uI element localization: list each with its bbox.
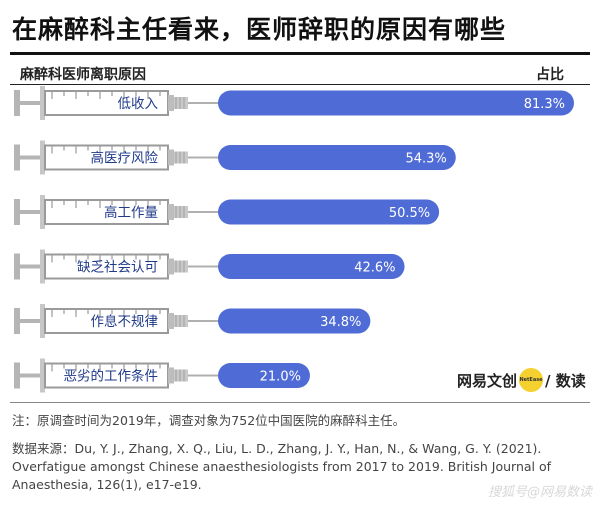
footer-divider — [10, 402, 590, 403]
value-column-header: 占比 — [536, 67, 564, 83]
category-label: 低收入 — [118, 96, 159, 112]
syringe-flange — [40, 86, 45, 120]
title-underline — [10, 52, 590, 55]
syringe-flange — [40, 249, 45, 284]
syringe-hub — [168, 95, 174, 111]
syringe-plunger-rod — [20, 210, 40, 214]
category-label: 高工作量 — [104, 204, 158, 221]
syringe-hub — [168, 204, 174, 220]
bar — [218, 363, 310, 388]
value-label: 50.5% — [389, 206, 430, 221]
value-label: 21.0% — [260, 370, 301, 385]
brand-logo: 网易文创 NetEase / 数读 — [457, 368, 586, 392]
syringe-flange — [40, 304, 45, 338]
syringe-hub — [168, 149, 174, 166]
syringe-plunger-handle — [14, 362, 20, 389]
syringe-plunger-handle — [14, 253, 20, 280]
footnote: 注：原调查时间为2019年，调查对象为752位中国医院的麻醉科主任。 — [12, 413, 406, 428]
watermark: 搜狐号@网易数读 — [487, 485, 592, 500]
bar — [218, 145, 456, 170]
syringe-plunger-rod — [20, 155, 40, 160]
value-label: 42.6% — [354, 261, 395, 276]
brand-badge: NetEase — [519, 368, 544, 392]
brand-name: 网易文创 — [457, 371, 518, 390]
category-label: 缺乏社会认可 — [77, 260, 158, 276]
syringe-flange — [40, 358, 45, 393]
syringe-flange — [40, 140, 45, 175]
bar — [218, 254, 405, 279]
value-label: 34.8% — [320, 315, 361, 330]
brand-column: / 数读 — [545, 371, 586, 390]
syringe-plunger-handle — [14, 199, 20, 225]
header-divider — [10, 84, 590, 85]
category-label: 作息不规律 — [91, 313, 159, 330]
bar — [218, 308, 371, 334]
category-column-header: 麻醉科医师离职原因 — [20, 67, 146, 83]
category-label: 高医疗风险 — [91, 150, 159, 167]
syringe-hub — [168, 367, 174, 384]
value-label: 81.3% — [524, 97, 565, 112]
syringe-plunger-rod — [20, 101, 40, 105]
syringe-hub — [168, 258, 174, 275]
syringe-plunger-handle — [14, 90, 20, 116]
syringe-plunger-handle — [14, 308, 20, 334]
syringe-plunger-handle — [14, 144, 20, 171]
syringe-flange — [40, 195, 45, 229]
syringe-plunger-rod — [20, 264, 40, 269]
value-label: 54.3% — [405, 152, 446, 167]
data-source: 数据来源：Du, Y. J., Zhang, X. Q., Liu, L. D.… — [12, 441, 552, 492]
chart-title: 在麻醉科主任看来，医师辞职的原因有哪些 — [12, 15, 507, 44]
syringe-plunger-rod — [20, 319, 40, 323]
syringe-hub — [168, 313, 174, 329]
bar — [218, 199, 440, 225]
bar — [218, 90, 574, 116]
bar-chart: 低收入 81.3% 高医疗风险 54.3% 高工作量 50.5% 缺乏社会认可 42.6% 作息… — [14, 86, 574, 393]
category-label: 恶劣的工作条件 — [64, 368, 159, 385]
syringe-plunger-rod — [20, 373, 40, 378]
